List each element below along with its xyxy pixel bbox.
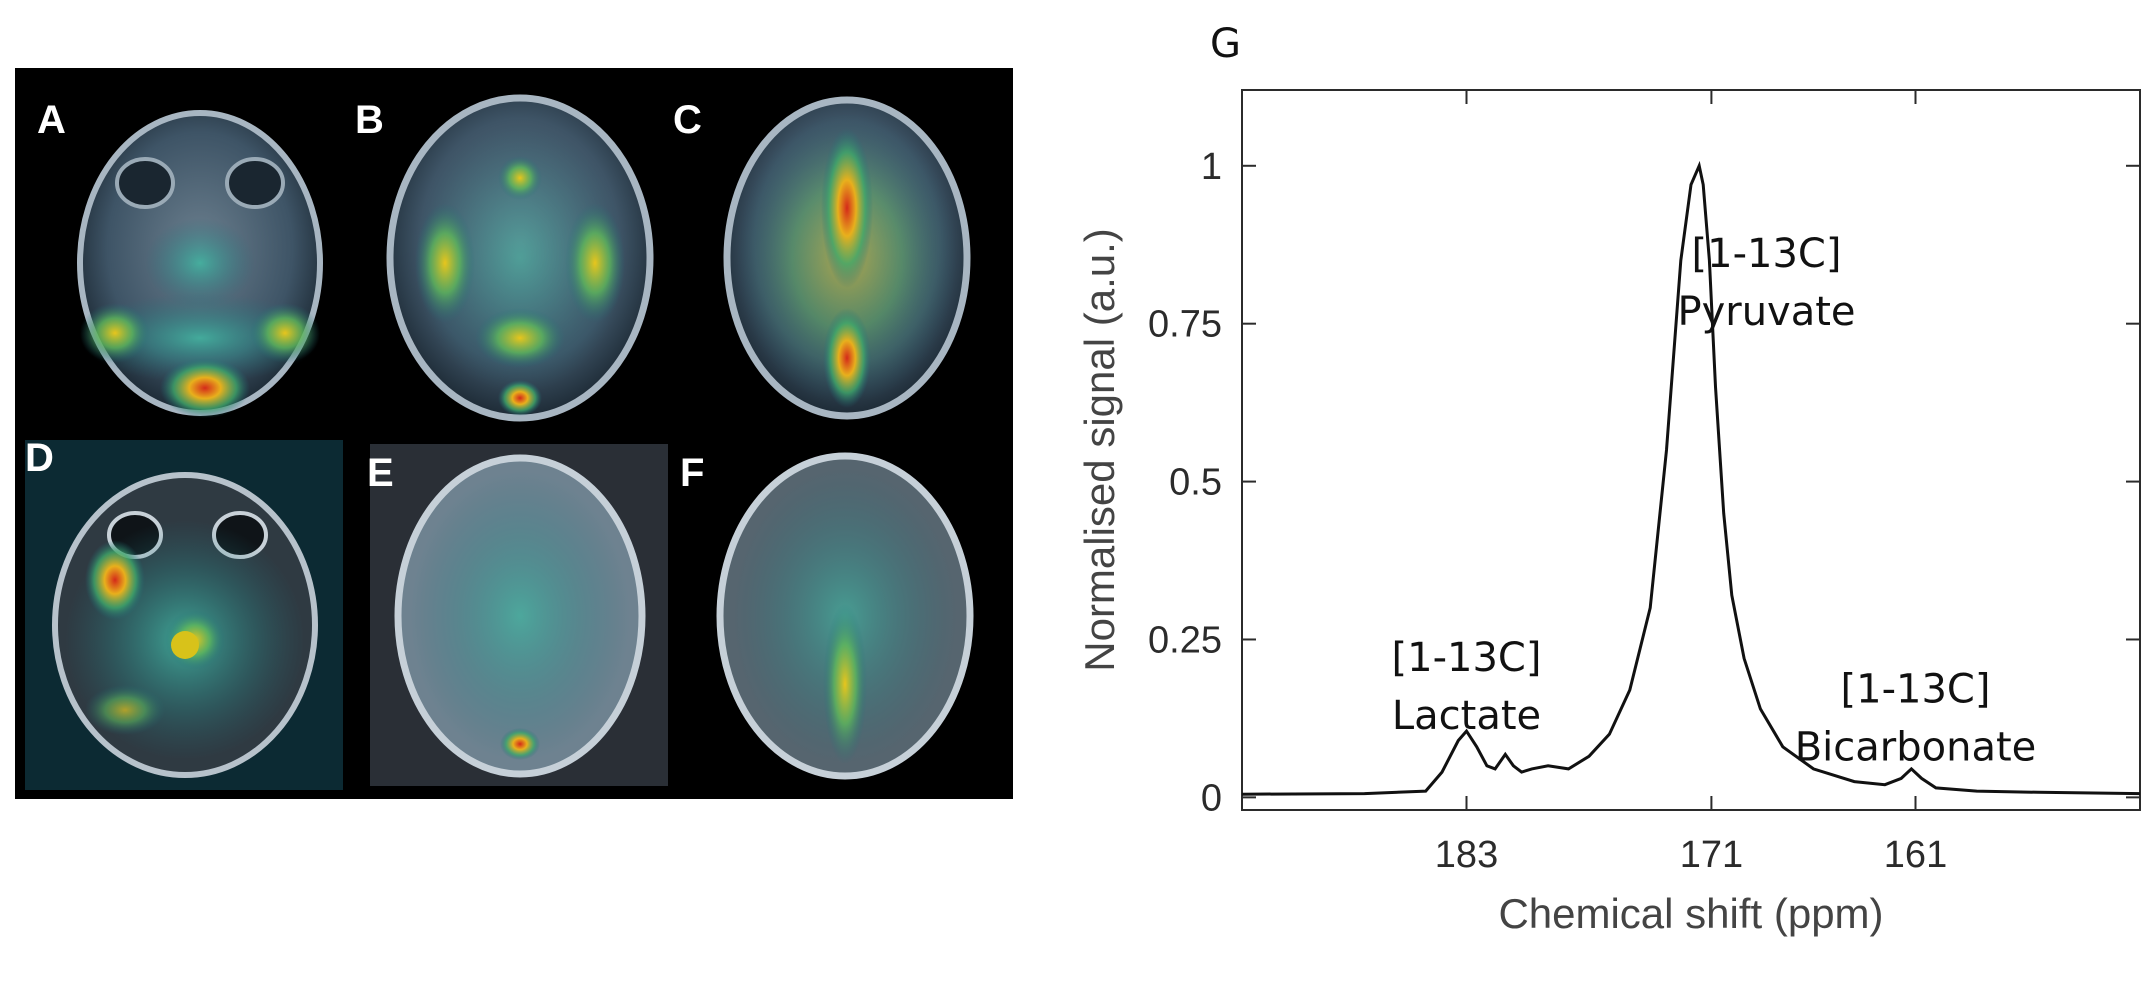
- mri-panel-d: [25, 440, 343, 790]
- peak-label-pyruvate: [1-13C] Pyruvate: [1677, 231, 1855, 335]
- y-tick-label: 0.75: [1148, 304, 1222, 346]
- panel-label-c: C: [673, 98, 702, 142]
- mri-panel-b: [360, 88, 680, 428]
- mri-panel-e: [370, 444, 668, 786]
- peak-label-lactate: [1-13C] Lactate: [1392, 635, 1542, 739]
- y-tick-label: 0: [1201, 777, 1222, 819]
- panel-label-f: F: [680, 451, 705, 495]
- y-axis-label: Normalised signal (a.u.): [1076, 228, 1123, 672]
- peak-label-bicarbonate: [1-13C] Bicarbonate: [1795, 667, 2037, 771]
- x-axis: 183 171 161: [1435, 90, 1947, 876]
- panel-label-d: D: [25, 436, 54, 480]
- x-tick-label: 171: [1680, 834, 1743, 876]
- spectrum-plot: G 0 0.25 0.5 0.75 1 183 171 161 [1-13C] Lactate…: [1076, 21, 2141, 937]
- panel-label-a: A: [37, 98, 66, 142]
- mri-panel-c: [687, 88, 997, 428]
- brain-scan-e: [370, 444, 668, 786]
- y-tick-label: 0.25: [1148, 619, 1222, 661]
- x-axis-label: Chemical shift (ppm): [1498, 890, 1883, 937]
- panel-label-b: B: [355, 98, 384, 142]
- spectrum-chart: G 0 0.25 0.5 0.75 1 183 171 161 [1-13C] Lactate…: [1020, 0, 2152, 995]
- brain-scan-d: [25, 440, 343, 790]
- brain-scan-c: [723, 96, 971, 420]
- panel-label-g: G: [1210, 21, 1241, 67]
- mri-figure-panels: A B C D E F: [15, 68, 1013, 799]
- y-axis: 0 0.25 0.5 0.75 1: [1148, 146, 2140, 819]
- brain-scan-b: [386, 94, 654, 422]
- plot-frame: [1241, 89, 2141, 811]
- brain-scan-a: [77, 110, 323, 418]
- peak-annotations: [1-13C] Lactate [1-13C] Pyruvate [1-13C] Bica…: [1392, 231, 2037, 771]
- y-tick-label: 1: [1201, 146, 1222, 188]
- y-tick-label: 0.5: [1169, 462, 1222, 504]
- mri-panel-a: [35, 88, 353, 432]
- x-tick-label: 183: [1435, 834, 1498, 876]
- spectrum-series-line: [1241, 160, 2141, 796]
- panel-label-e: E: [367, 451, 394, 495]
- x-tick-label: 161: [1884, 834, 1947, 876]
- mri-panel-f: [687, 444, 997, 786]
- brain-scan-f: [716, 452, 974, 780]
